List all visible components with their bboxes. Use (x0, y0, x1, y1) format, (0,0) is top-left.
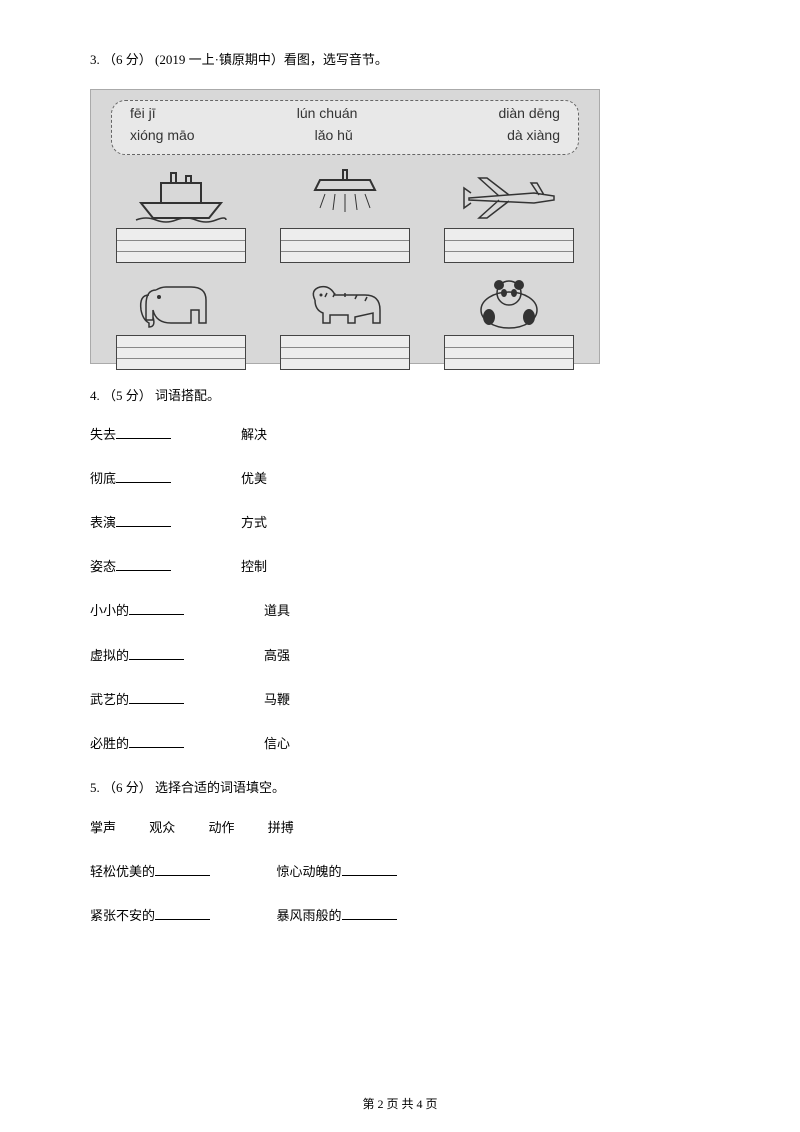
match-left: 表演 (90, 515, 116, 530)
matching-list: 失去 解决彻底 优美表演 方式姿态 控制小小的 道具虚拟的 高强武艺的 马鞭必胜的 信心 (90, 425, 710, 754)
answer-box[interactable] (116, 335, 246, 370)
fill-row: 紧张不安的 暴风雨般的 (90, 905, 710, 924)
question-5-header: 5. （6 分） 选择合适的词语填空。 (90, 778, 710, 799)
fill-prompt: 惊心动魄的 (277, 864, 342, 879)
pinyin-word-bank: fēi jī lún chuán diàn dēng xióng māo lǎo… (111, 100, 579, 155)
match-right: 信心 (264, 736, 290, 751)
match-blank[interactable] (129, 734, 184, 748)
answer-box[interactable] (280, 228, 410, 263)
fill-row: 轻松优美的 惊心动魄的 (90, 861, 710, 880)
pinyin-daxiang: dà xiàng (507, 127, 560, 143)
page-footer: 第 2 页 共 4 页 (0, 1095, 800, 1112)
match-row: 彻底 优美 (90, 469, 710, 488)
question-3-header: 3. （6 分） (2019 一上·镇原期中）看图，选写音节。 (90, 50, 710, 71)
match-right: 马鞭 (264, 692, 290, 707)
image-row-2 (111, 275, 579, 370)
answer-box[interactable] (116, 228, 246, 263)
lamp-icon (295, 168, 395, 223)
pinyin-xiongmao: xióng māo (130, 127, 195, 143)
word-bank-item: 拼搏 (268, 820, 294, 835)
match-left: 姿态 (90, 559, 116, 574)
airplane-icon (459, 168, 559, 223)
fill-prompt: 轻松优美的 (90, 864, 155, 879)
word-bank-item: 动作 (209, 820, 235, 835)
match-row: 表演 方式 (90, 513, 710, 532)
image-row-1 (111, 168, 579, 263)
fill-prompt: 紧张不安的 (90, 908, 155, 923)
answer-box[interactable] (444, 335, 574, 370)
fill-blank[interactable] (342, 862, 397, 876)
fill-blank[interactable] (155, 906, 210, 920)
question-4-header: 4. （5 分） 词语搭配。 (90, 386, 710, 407)
match-right: 高强 (264, 648, 290, 663)
match-left: 失去 (90, 427, 116, 442)
ship-icon (131, 168, 231, 223)
match-right: 优美 (241, 471, 267, 486)
match-row: 小小的 道具 (90, 601, 710, 620)
match-left: 虚拟的 (90, 648, 129, 663)
panda-icon (459, 275, 559, 330)
pinyin-feiji: fēi jī (130, 105, 156, 121)
fill-blank[interactable] (155, 862, 210, 876)
match-row: 必胜的 信心 (90, 734, 710, 753)
match-right: 解决 (241, 427, 267, 442)
match-right: 控制 (241, 559, 267, 574)
answer-box[interactable] (280, 335, 410, 370)
match-row: 虚拟的 高强 (90, 646, 710, 665)
match-right: 方式 (241, 515, 267, 530)
match-blank[interactable] (129, 646, 184, 660)
match-left: 武艺的 (90, 692, 129, 707)
worksheet-photo: fēi jī lún chuán diàn dēng xióng māo lǎo… (90, 89, 600, 364)
answer-box[interactable] (444, 228, 574, 263)
match-left: 小小的 (90, 603, 129, 618)
match-blank[interactable] (116, 557, 171, 571)
word-bank-item: 掌声 (90, 820, 116, 835)
tiger-icon (295, 275, 395, 330)
match-row: 武艺的 马鞭 (90, 690, 710, 709)
match-row: 姿态 控制 (90, 557, 710, 576)
match-row: 失去 解决 (90, 425, 710, 444)
elephant-icon (131, 275, 231, 330)
match-blank[interactable] (116, 513, 171, 527)
match-right: 道具 (264, 603, 290, 618)
fill-prompt: 暴风雨般的 (277, 908, 342, 923)
match-blank[interactable] (116, 469, 171, 483)
match-blank[interactable] (116, 425, 171, 439)
match-blank[interactable] (129, 690, 184, 704)
pinyin-laohu: lǎo hǔ (315, 127, 353, 143)
pinyin-diandeng: diàn dēng (498, 105, 560, 121)
word-bank-item: 观众 (149, 820, 175, 835)
fill-blank[interactable] (342, 906, 397, 920)
match-blank[interactable] (129, 601, 184, 615)
pinyin-lunchuan: lún chuán (297, 105, 358, 121)
word-bank: 掌声 观众 动作 拼搏 (90, 817, 710, 836)
match-left: 必胜的 (90, 736, 129, 751)
match-left: 彻底 (90, 471, 116, 486)
